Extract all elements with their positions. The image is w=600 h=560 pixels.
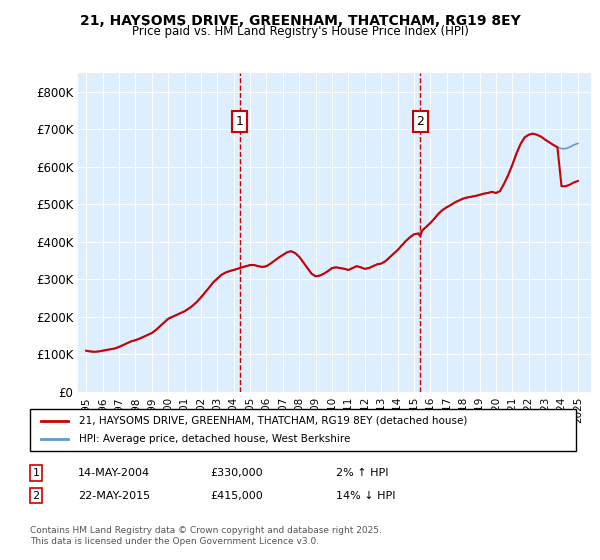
Text: 14-MAY-2004: 14-MAY-2004 <box>78 468 150 478</box>
Text: £330,000: £330,000 <box>210 468 263 478</box>
FancyBboxPatch shape <box>30 409 576 451</box>
Text: 2: 2 <box>32 491 40 501</box>
Text: £415,000: £415,000 <box>210 491 263 501</box>
Text: HPI: Average price, detached house, West Berkshire: HPI: Average price, detached house, West… <box>79 434 350 444</box>
Text: 2: 2 <box>416 115 424 128</box>
Text: Contains HM Land Registry data © Crown copyright and database right 2025.
This d: Contains HM Land Registry data © Crown c… <box>30 526 382 546</box>
Text: 1: 1 <box>32 468 40 478</box>
Text: 14% ↓ HPI: 14% ↓ HPI <box>336 491 395 501</box>
Text: 2% ↑ HPI: 2% ↑ HPI <box>336 468 389 478</box>
Text: 21, HAYSOMS DRIVE, GREENHAM, THATCHAM, RG19 8EY: 21, HAYSOMS DRIVE, GREENHAM, THATCHAM, R… <box>80 14 520 28</box>
Text: 1: 1 <box>236 115 244 128</box>
Text: 22-MAY-2015: 22-MAY-2015 <box>78 491 150 501</box>
Text: 21, HAYSOMS DRIVE, GREENHAM, THATCHAM, RG19 8EY (detached house): 21, HAYSOMS DRIVE, GREENHAM, THATCHAM, R… <box>79 416 467 426</box>
Text: Price paid vs. HM Land Registry's House Price Index (HPI): Price paid vs. HM Land Registry's House … <box>131 25 469 38</box>
